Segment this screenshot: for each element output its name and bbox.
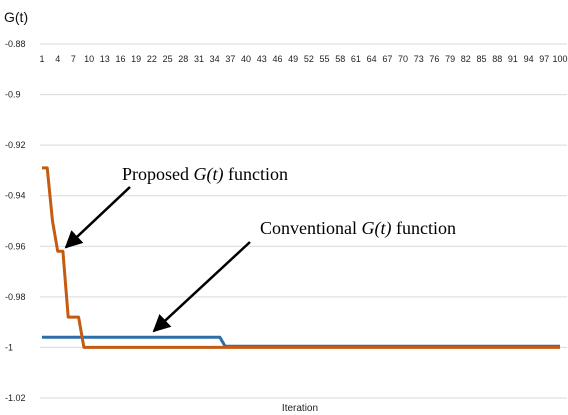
y-tick-label: -0.94 bbox=[5, 191, 26, 201]
x-tick-label: 70 bbox=[398, 54, 408, 64]
x-tick-label: 85 bbox=[477, 54, 487, 64]
x-axis-label: Iteration bbox=[282, 403, 318, 414]
x-tick-label: 49 bbox=[288, 54, 298, 64]
y-tick-label: -0.9 bbox=[5, 90, 21, 100]
annotation-arrow-conventional bbox=[152, 241, 251, 333]
annotation-proposed: Proposed G(t) function bbox=[122, 164, 288, 185]
x-tick-label: 100 bbox=[552, 54, 567, 64]
x-tick-label: 4 bbox=[55, 54, 60, 64]
x-tick-label: 10 bbox=[84, 54, 94, 64]
x-tick-label: 76 bbox=[429, 54, 439, 64]
x-tick-label: 55 bbox=[320, 54, 330, 64]
y-axis-ticks: -0.88 -0.9 -0.92 -0.94 -0.96 -0.98 -1 -1.02 bbox=[5, 39, 26, 403]
x-tick-label: 25 bbox=[163, 54, 173, 64]
x-tick-label: 19 bbox=[131, 54, 141, 64]
x-tick-label: 43 bbox=[257, 54, 267, 64]
x-axis-ticks: 1 4 7 10 13 16 19 22 25 28 31 34 37 40 43 46 49 52 55 58 61 6… bbox=[39, 54, 567, 64]
x-tick-label: 64 bbox=[367, 54, 377, 64]
y-tick-label: -1 bbox=[5, 342, 13, 352]
x-tick-label: 22 bbox=[147, 54, 157, 64]
annotations: Proposed G(t) function Conventional G(t) … bbox=[64, 164, 456, 333]
annotation-conventional: Conventional G(t) function bbox=[260, 218, 456, 239]
x-tick-label: 7 bbox=[71, 54, 76, 64]
x-tick-label: 28 bbox=[178, 54, 188, 64]
x-tick-label: 61 bbox=[351, 54, 361, 64]
x-tick-label: 31 bbox=[194, 54, 204, 64]
series-line-proposed bbox=[42, 166, 560, 349]
x-tick-label: 94 bbox=[524, 54, 534, 64]
series-lines bbox=[42, 166, 560, 349]
y-tick-label: -0.98 bbox=[5, 292, 26, 302]
x-tick-label: 82 bbox=[461, 54, 471, 64]
x-tick-label: 79 bbox=[445, 54, 455, 64]
x-tick-label: 46 bbox=[272, 54, 282, 64]
x-tick-label: 40 bbox=[241, 54, 251, 64]
y-tick-label: -1.02 bbox=[5, 393, 26, 403]
x-tick-label: 91 bbox=[508, 54, 518, 64]
y-tick-label: -0.92 bbox=[5, 140, 26, 150]
y-axis-label: G(t) bbox=[4, 9, 28, 25]
y-tick-label: -0.96 bbox=[5, 241, 26, 251]
annotation-arrow-proposed bbox=[64, 186, 131, 249]
x-tick-label: 67 bbox=[382, 54, 392, 64]
x-tick-label: 34 bbox=[210, 54, 220, 64]
y-tick-label: -0.88 bbox=[5, 39, 26, 49]
x-tick-label: 13 bbox=[100, 54, 110, 64]
x-tick-label: 37 bbox=[225, 54, 235, 64]
x-tick-label: 16 bbox=[115, 54, 125, 64]
x-tick-label: 52 bbox=[304, 54, 314, 64]
series-line-conventional bbox=[42, 335, 560, 348]
x-tick-label: 73 bbox=[414, 54, 424, 64]
x-tick-label: 88 bbox=[492, 54, 502, 64]
x-tick-label: 58 bbox=[335, 54, 345, 64]
x-tick-label: 1 bbox=[39, 54, 44, 64]
x-tick-label: 97 bbox=[539, 54, 549, 64]
